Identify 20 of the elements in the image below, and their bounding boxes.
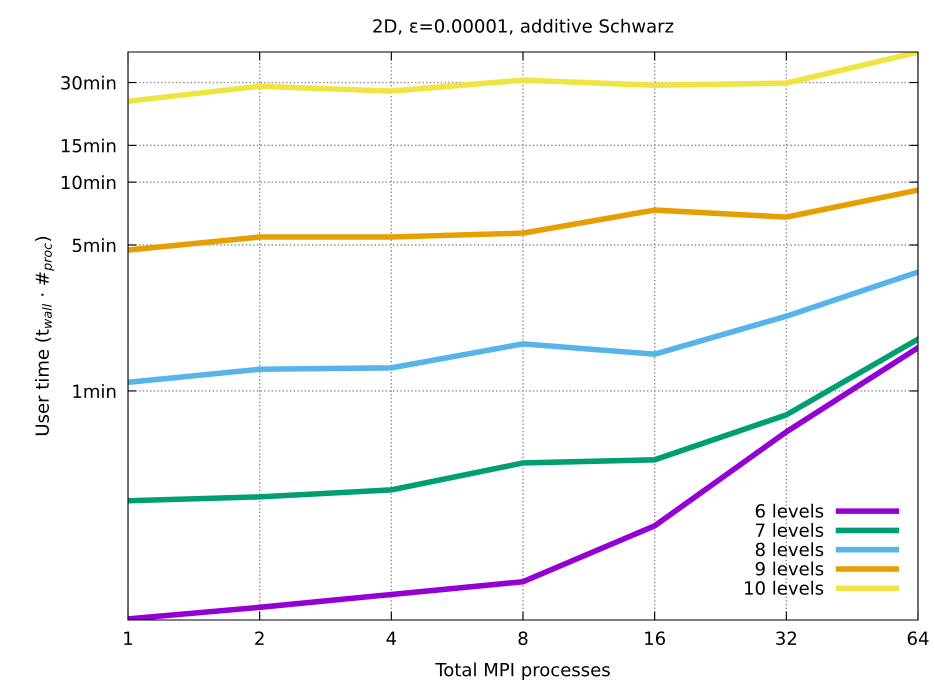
x-axis-title: Total MPI processes (435, 662, 610, 680)
x-tick-label: 16 (645, 631, 666, 646)
x-tick-label: 4 (386, 632, 396, 645)
y-tick-label: 10min (62, 175, 116, 190)
legend-label: 6 levels (756, 504, 824, 518)
y-tick-label: 5min (72, 238, 116, 252)
x-tick-label: 1 (124, 632, 132, 645)
y-tick-label: 15min (62, 138, 116, 152)
legend-label: 9 levels (756, 562, 824, 576)
y-axis-title: User time (t$_{wall}$ · #$_{proc}$) (34, 236, 54, 436)
x-tick-label: 64 (908, 631, 928, 646)
legend-label: 10 levels (745, 580, 824, 595)
x-tick-label: 32 (776, 631, 796, 646)
legend-label: 8 levels (756, 542, 824, 556)
chart-title: 2D, ε=0.00001, additive Schwarz (373, 18, 674, 35)
x-tick-label: 2 (255, 631, 264, 645)
y-tick-label: 1min (73, 384, 116, 398)
y-tick-label: 30min (61, 76, 116, 90)
x-tick-label: 8 (518, 631, 528, 646)
legend-label: 7 levels (756, 523, 824, 537)
